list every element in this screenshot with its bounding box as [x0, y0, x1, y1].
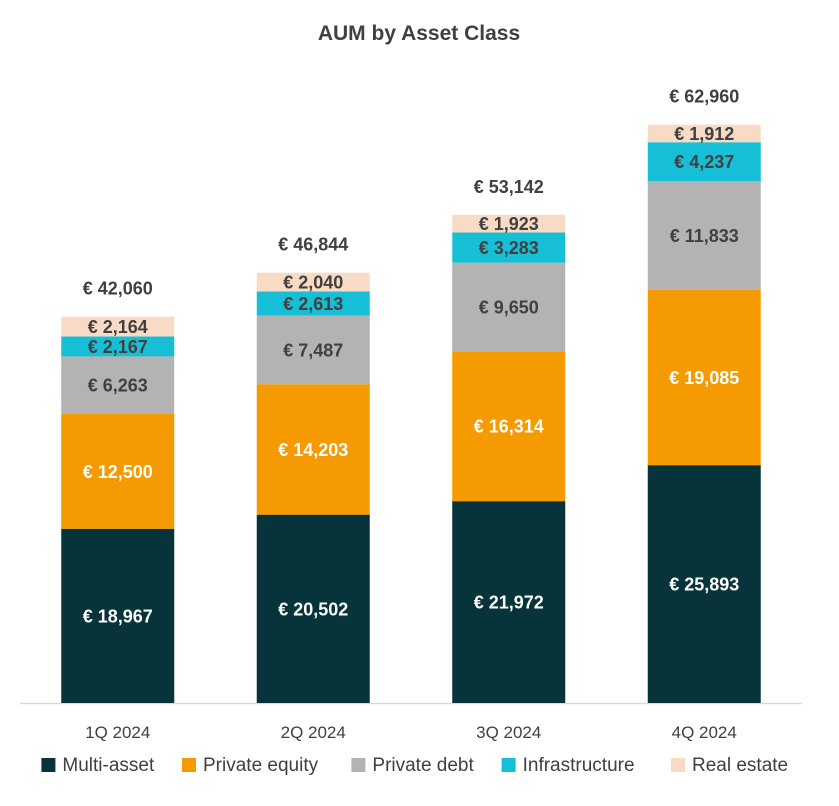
- data-label-real-estate-1q-2024: € 2,164: [88, 317, 148, 337]
- bar-private-debt-4q-2024: [647, 181, 761, 290]
- legend-swatch-multi-asset: [41, 758, 56, 772]
- legend-swatch-infrastructure: [501, 758, 516, 772]
- bar-infrastructure-4q-2024: [647, 142, 761, 182]
- x-tick-label-2q-2024: 2Q 2024: [281, 723, 346, 742]
- data-label-private-equity-2q-2024: € 14,203: [278, 440, 348, 460]
- bar-infrastructure-1q-2024: [61, 336, 175, 357]
- legend-label-real-estate: Real estate: [692, 755, 788, 776]
- bar-multi-asset-4q-2024: [647, 465, 761, 703]
- data-label-private-debt-1q-2024: € 6,263: [88, 376, 148, 396]
- data-label-multi-asset-3q-2024: € 21,972: [474, 593, 544, 613]
- x-tick-label-3q-2024: 3Q 2024: [476, 723, 541, 742]
- data-label-infrastructure-3q-2024: € 3,283: [479, 238, 539, 258]
- bar-private-debt-2q-2024: [256, 315, 370, 385]
- data-label-infrastructure-2q-2024: € 2,613: [283, 294, 343, 314]
- legend-label-infrastructure: Infrastructure: [523, 755, 635, 776]
- bar-private-equity-1q-2024: [61, 413, 175, 529]
- legend-swatch-real-estate: [671, 758, 685, 772]
- bar-private-equity-4q-2024: [647, 289, 761, 466]
- total-label-4q-2024: € 62,960: [669, 87, 739, 107]
- x-tick-label-1q-2024: 1Q 2024: [85, 723, 150, 742]
- bar-private-debt-3q-2024: [452, 262, 566, 352]
- x-tick-label-4q-2024: 4Q 2024: [672, 723, 737, 742]
- bar-multi-asset-3q-2024: [452, 501, 566, 703]
- bar-real-estate-4q-2024: [647, 124, 761, 143]
- bar-private-debt-1q-2024: [61, 356, 175, 414]
- legend-label-private-debt: Private debt: [372, 755, 474, 776]
- bar-infrastructure-2q-2024: [256, 291, 370, 316]
- bar-real-estate-1q-2024: [61, 316, 175, 337]
- bar-real-estate-2q-2024: [256, 272, 370, 292]
- legend-swatch-private-equity: [182, 758, 196, 772]
- legend-label-multi-asset: Multi-asset: [62, 755, 155, 776]
- data-label-multi-asset-1q-2024: € 18,967: [83, 606, 153, 626]
- data-label-private-equity-3q-2024: € 16,314: [474, 417, 544, 437]
- bar-multi-asset-1q-2024: [61, 528, 175, 703]
- bar-multi-asset-2q-2024: [256, 514, 370, 703]
- data-label-private-equity-4q-2024: € 19,085: [669, 368, 739, 388]
- legend-label-private-equity: Private equity: [203, 755, 319, 776]
- plot-area: € 18,967 € 12,500 € 6,263 € 2,167€ 2,164 € 4…: [20, 87, 802, 742]
- data-label-private-debt-3q-2024: € 9,650: [479, 297, 539, 317]
- bar-infrastructure-3q-2024: [452, 232, 566, 263]
- total-label-1q-2024: € 42,060: [83, 279, 153, 299]
- total-label-3q-2024: € 53,142: [474, 177, 544, 197]
- legend: Multi-asset Private equity Private debt Inf…: [41, 755, 788, 776]
- data-label-real-estate-4q-2024: € 1,912: [674, 124, 734, 144]
- total-label-2q-2024: € 46,844: [278, 235, 348, 255]
- bar-private-equity-3q-2024: [452, 351, 566, 502]
- data-label-private-debt-2q-2024: € 7,487: [283, 340, 343, 360]
- data-label-multi-asset-2q-2024: € 20,502: [278, 599, 348, 619]
- chart-title: AUM by Asset Class: [318, 22, 520, 45]
- data-label-private-debt-4q-2024: € 11,833: [670, 226, 739, 246]
- data-label-infrastructure-4q-2024: € 4,237: [674, 152, 734, 172]
- bar-private-equity-2q-2024: [256, 384, 370, 515]
- legend-swatch-private-debt: [351, 758, 366, 772]
- data-label-private-equity-1q-2024: € 12,500: [83, 462, 153, 482]
- data-label-multi-asset-4q-2024: € 25,893: [669, 575, 739, 595]
- data-label-real-estate-2q-2024: € 2,040: [283, 273, 343, 293]
- data-label-infrastructure-1q-2024: € 2,167: [88, 337, 148, 357]
- data-label-real-estate-3q-2024: € 1,923: [479, 214, 539, 234]
- bar-real-estate-3q-2024: [452, 214, 566, 233]
